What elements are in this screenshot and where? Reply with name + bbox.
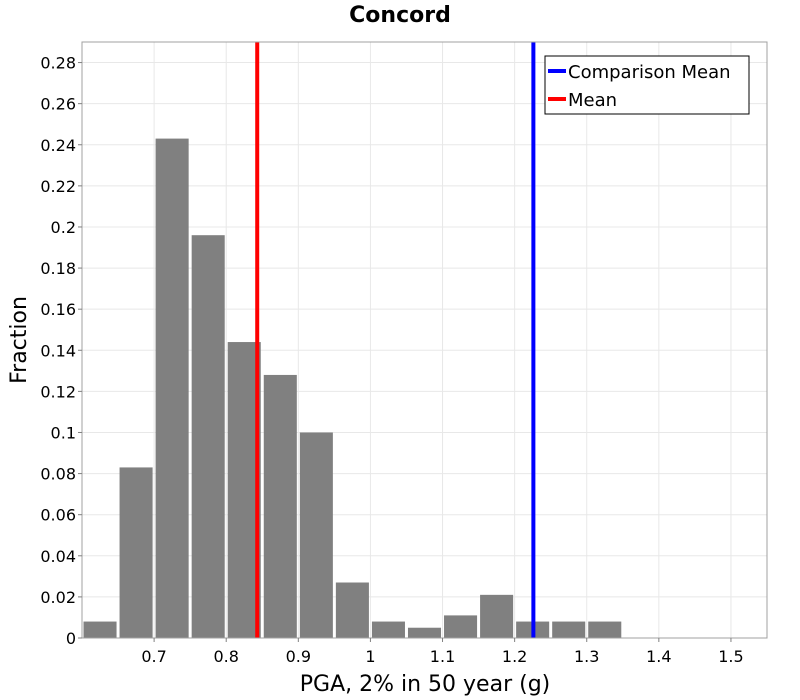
x-tick-label-8: 1.5 bbox=[718, 647, 743, 666]
y-tick-label-2: 0.04 bbox=[40, 547, 76, 566]
bars bbox=[83, 138, 622, 638]
mean-lines bbox=[255, 42, 536, 638]
x-tick-label-2: 0.9 bbox=[286, 647, 311, 666]
y-tick-label-10: 0.2 bbox=[51, 218, 76, 237]
y-axis-ticks: 0 0.02 0.04 0.06 0.08 0.1 0.12 0.14 0.16 0.18 0.2 0… bbox=[40, 54, 82, 648]
y-tick-label-7: 0.14 bbox=[40, 341, 76, 360]
legend-box bbox=[544, 55, 750, 115]
legend-label-mean: Mean bbox=[568, 90, 617, 111]
histogram-bar-0 bbox=[83, 621, 117, 638]
y-tick-label-0: 0 bbox=[66, 629, 76, 648]
y-tick-label-12: 0.24 bbox=[40, 136, 76, 155]
x-tick-label-0: 0.7 bbox=[141, 647, 166, 666]
x-tick-label-6: 1.3 bbox=[574, 647, 599, 666]
y-tick-label-14: 0.28 bbox=[40, 54, 76, 73]
histogram-bar-8 bbox=[371, 621, 405, 638]
chart-title: Concord bbox=[349, 3, 451, 28]
x-tick-label-3: 1 bbox=[365, 647, 375, 666]
histogram-bar-3 bbox=[191, 235, 225, 638]
histogram-bar-6 bbox=[299, 432, 333, 638]
histogram-bar-5 bbox=[263, 374, 297, 638]
legend: Comparison Mean Mean bbox=[544, 55, 750, 115]
histogram-bar-9 bbox=[407, 627, 442, 638]
histogram-bar-7 bbox=[335, 582, 369, 638]
histogram-bar-2 bbox=[155, 138, 189, 638]
y-tick-label-5: 0.1 bbox=[51, 423, 76, 442]
y-axis-label: Fraction bbox=[7, 296, 32, 384]
y-tick-label-1: 0.02 bbox=[40, 588, 76, 607]
histogram-bar-1 bbox=[119, 467, 153, 638]
y-tick-label-9: 0.18 bbox=[40, 259, 76, 278]
x-tick-label-1: 0.8 bbox=[213, 647, 238, 666]
y-tick-label-8: 0.16 bbox=[40, 300, 76, 319]
legend-label-comparison-mean: Comparison Mean bbox=[568, 62, 731, 83]
x-axis-ticks: 0.7 0.8 0.9 1 1.1 1.2 1.3 1.4 1.5 bbox=[141, 638, 744, 666]
y-tick-label-4: 0.08 bbox=[40, 465, 76, 484]
y-tick-label-11: 0.22 bbox=[40, 177, 76, 196]
x-tick-label-7: 1.4 bbox=[646, 647, 671, 666]
y-tick-label-6: 0.12 bbox=[40, 382, 76, 401]
y-tick-label-3: 0.06 bbox=[40, 506, 76, 525]
y-tick-label-13: 0.26 bbox=[40, 95, 76, 114]
histogram-bar-10 bbox=[444, 615, 478, 638]
histogram-bar-13 bbox=[552, 621, 586, 638]
x-axis-label: PGA, 2% in 50 year (g) bbox=[300, 672, 551, 697]
plot-frame bbox=[81, 41, 768, 639]
x-tick-label-4: 1.1 bbox=[430, 647, 455, 666]
histogram-bar-14 bbox=[588, 621, 622, 638]
histogram-bar-11 bbox=[480, 594, 514, 638]
x-tick-label-5: 1.2 bbox=[502, 647, 527, 666]
